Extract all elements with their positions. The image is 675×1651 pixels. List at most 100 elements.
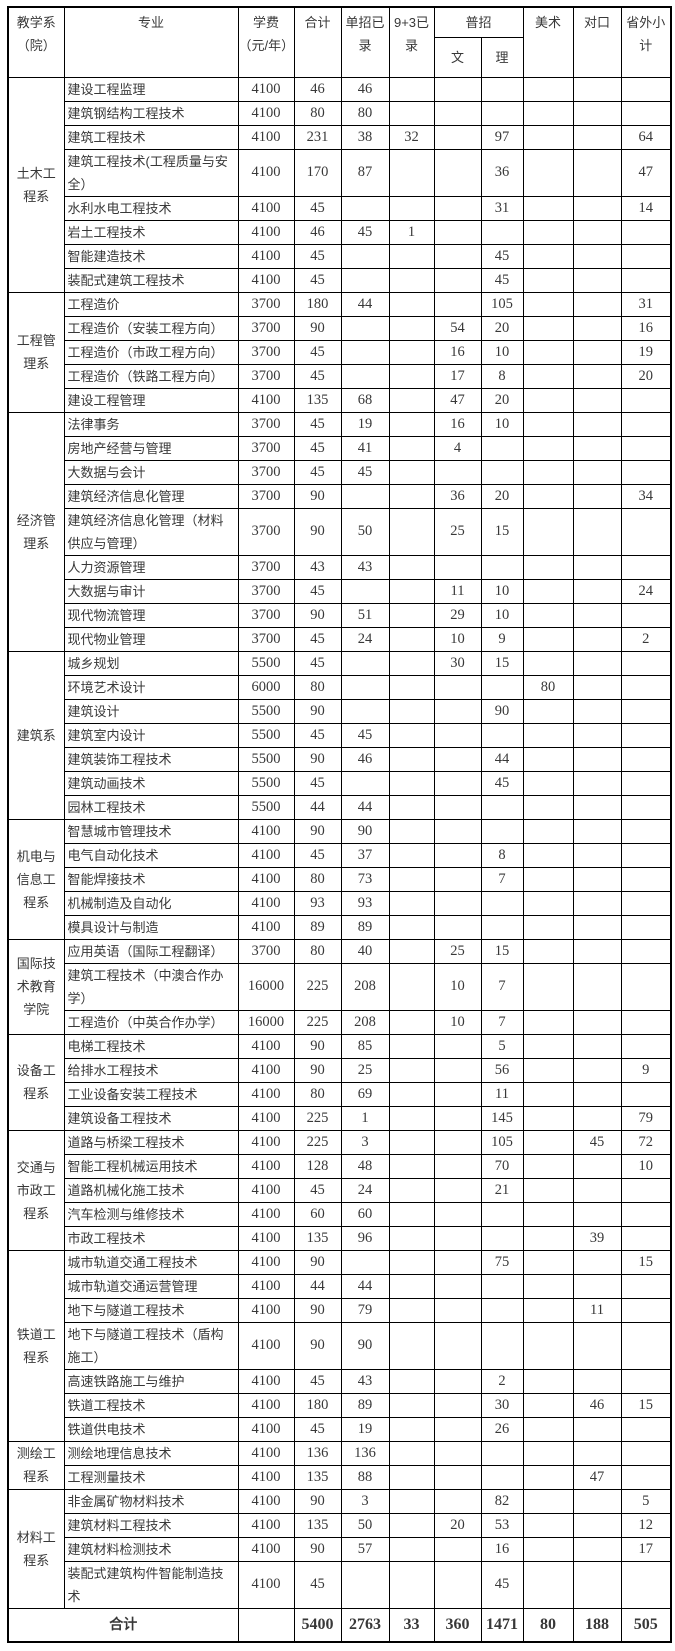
header-duikou: 对口 (572, 6, 622, 78)
value-cell: 80 (522, 674, 574, 700)
value-cell: 45 (293, 842, 342, 868)
value-cell: 90 (293, 1297, 342, 1323)
major-cell: 现代物业管理 (63, 626, 239, 652)
value-cell (572, 650, 622, 676)
value-cell: 2 (480, 1368, 524, 1394)
table-row: 工程造价（市政工程方向） 3700 45 16 10 19 (8, 339, 672, 365)
total-danzhao: 2763 (340, 1607, 390, 1642)
value-cell (433, 459, 482, 485)
value-cell: 4100 (237, 1440, 295, 1466)
value-cell (433, 243, 482, 269)
value-cell: 208 (340, 1009, 390, 1035)
value-cell (572, 1273, 622, 1299)
major-cell: 装配式建筑构件智能制造技术 (63, 1560, 239, 1609)
value-cell: 19 (340, 1416, 390, 1442)
value-cell (572, 1081, 622, 1107)
value-cell: 50 (340, 1512, 390, 1538)
value-cell: 135 (293, 1464, 342, 1490)
major-cell: 建筑经济信息化管理（材料供应与管理） (63, 507, 239, 556)
value-cell: 97 (480, 124, 524, 150)
header-province: 省外小计 (620, 6, 672, 78)
major-cell: 工程造价（中英合作办学） (63, 1009, 239, 1035)
major-cell: 装配式建筑工程技术 (63, 267, 239, 293)
major-cell: 智慧城市管理技术 (63, 818, 239, 844)
value-cell: 45 (293, 578, 342, 604)
value-cell: 4100 (237, 1512, 295, 1538)
value-cell: 90 (293, 1057, 342, 1083)
value-cell (522, 818, 574, 844)
value-cell: 15 (480, 650, 524, 676)
value-cell (433, 1321, 482, 1370)
total-row: 合计 5400 2763 33 360 1471 80 188 505 (7, 1607, 672, 1642)
value-cell: 47 (433, 387, 482, 413)
value-cell: 90 (340, 818, 390, 844)
table-row: 国际技术教育学院 应用英语（国际工程翻译） 3700 80 40 25 15 (7, 938, 672, 1035)
value-cell: 10 (433, 1009, 482, 1035)
total-heji: 5400 (293, 1607, 342, 1642)
value-cell: 170 (293, 148, 342, 197)
value-cell: 3700 (237, 507, 295, 556)
value-cell (433, 674, 482, 700)
value-cell: 135 (293, 387, 342, 413)
value-cell (522, 411, 574, 437)
value-cell (388, 554, 435, 580)
value-cell: 45 (293, 650, 342, 676)
value-cell (522, 1129, 574, 1155)
value-cell (433, 1488, 482, 1514)
enrollment-table: 教学系（院） 专业 学费（元/年） 合计 单招已录 9+3已录 普招 美术 对口… (7, 6, 673, 1643)
value-cell: 72 (620, 1129, 672, 1155)
value-cell (572, 1440, 622, 1466)
value-cell (480, 1440, 524, 1466)
table-footer: 合计 5400 2763 33 360 1471 80 188 505 (7, 1607, 672, 1642)
value-cell (433, 100, 482, 126)
major-cell: 岩土工程技术 (63, 219, 239, 245)
table-row: 电气自动化技术 4100 45 37 8 (8, 842, 672, 868)
value-cell: 45 (293, 339, 342, 365)
value-cell (388, 387, 435, 413)
value-cell (620, 1273, 672, 1299)
value-cell: 11 (433, 578, 482, 604)
table-row: 园林工程技术 5500 44 44 (8, 794, 672, 820)
table-row: 人力资源管理 3700 43 43 (8, 554, 672, 580)
value-cell (480, 554, 524, 580)
value-cell: 45 (340, 219, 390, 245)
major-cell: 电梯工程技术 (63, 1033, 239, 1059)
value-cell: 45 (293, 1368, 342, 1394)
header-total: 合计 (293, 6, 342, 78)
value-cell (388, 195, 435, 221)
value-cell: 4100 (237, 1177, 295, 1203)
value-cell (620, 387, 672, 413)
major-cell: 工程造价（市政工程方向） (63, 339, 239, 365)
value-cell (433, 842, 482, 868)
value-cell (480, 1273, 524, 1299)
value-cell: 9 (620, 1057, 672, 1083)
header-puzhao: 普招 (433, 6, 524, 38)
department-cell: 设备工程系 (7, 1033, 65, 1131)
value-cell: 16 (433, 339, 482, 365)
department-cell: 材料工程系 (7, 1488, 65, 1609)
value-cell (340, 650, 390, 676)
value-cell: 38 (340, 124, 390, 150)
value-cell: 46 (293, 76, 342, 102)
table-row: 建筑经济信息化管理（材料供应与管理） 3700 90 50 25 15 (8, 507, 672, 556)
major-cell: 地下与隧道工程技术（盾构施工） (63, 1321, 239, 1370)
value-cell (572, 674, 622, 700)
value-cell (388, 1560, 435, 1609)
value-cell (480, 1321, 524, 1370)
value-cell (522, 507, 574, 556)
major-cell: 机械制造及自动化 (63, 890, 239, 916)
value-cell (388, 1081, 435, 1107)
value-cell (433, 746, 482, 772)
value-cell (620, 674, 672, 700)
value-cell: 10 (480, 578, 524, 604)
value-cell (522, 722, 574, 748)
value-cell (522, 1081, 574, 1107)
table-row: 水利水电工程技术 4100 45 31 14 (8, 195, 672, 221)
value-cell (522, 1464, 574, 1490)
table-row: 建筑室内设计 5500 45 45 (8, 722, 672, 748)
value-cell: 45 (293, 770, 342, 796)
value-cell (572, 243, 622, 269)
major-cell: 建设工程管理 (63, 387, 239, 413)
value-cell (433, 267, 482, 293)
value-cell (433, 148, 482, 197)
